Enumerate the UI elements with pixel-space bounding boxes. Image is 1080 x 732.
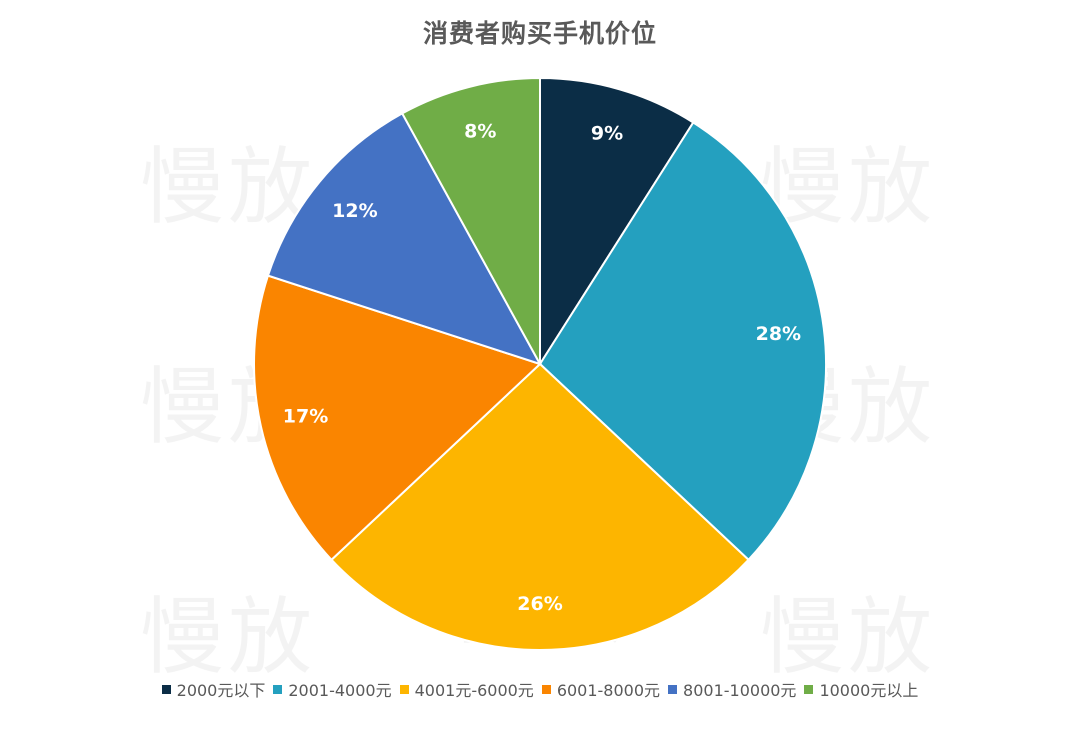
legend-label: 6001-8000元 — [556, 681, 661, 700]
legend-item: 8001-10000元 — [668, 677, 796, 701]
legend-item: 2001-4000元 — [273, 677, 392, 701]
slice-data-label: 12% — [332, 200, 377, 222]
legend-label: 2000元以下 — [176, 681, 266, 700]
chart-title: 消费者购买手机价位 — [422, 19, 657, 48]
legend-swatch — [668, 684, 678, 694]
legend-swatch — [541, 684, 551, 694]
legend-swatch — [161, 684, 171, 694]
pie-slice — [253, 274, 542, 562]
legend-swatch — [399, 684, 409, 694]
legend-swatch — [804, 684, 814, 694]
legend-item: 4001元-6000元 — [399, 677, 534, 701]
pie-slice — [539, 76, 695, 368]
legend-label: 10000元以上 — [819, 681, 919, 700]
legend-item: 2000元以下 — [161, 677, 266, 701]
legend-label: 2001-4000元 — [288, 681, 392, 700]
pie-slice — [330, 362, 750, 651]
legend-label: 8001-10000元 — [683, 681, 797, 700]
pie-slice — [538, 121, 827, 562]
legend-label: 4001元-6000元 — [414, 681, 534, 700]
slice-data-label: 8% — [464, 120, 496, 142]
slice-data-label: 26% — [517, 593, 562, 615]
legend-item: 10000元以上 — [804, 677, 918, 701]
slice-data-label: 9% — [591, 122, 623, 144]
legend: 2000元以下 2001-4000元 4001元-6000元 6001-8000元 80… — [0, 677, 1080, 701]
legend-swatch — [273, 684, 283, 694]
legend-item: 6001-8000元 — [541, 677, 661, 701]
slice-data-label: 28% — [756, 323, 801, 345]
pie-slice — [400, 76, 541, 365]
pie-slice — [266, 112, 543, 366]
slice-data-label: 17% — [283, 405, 328, 427]
